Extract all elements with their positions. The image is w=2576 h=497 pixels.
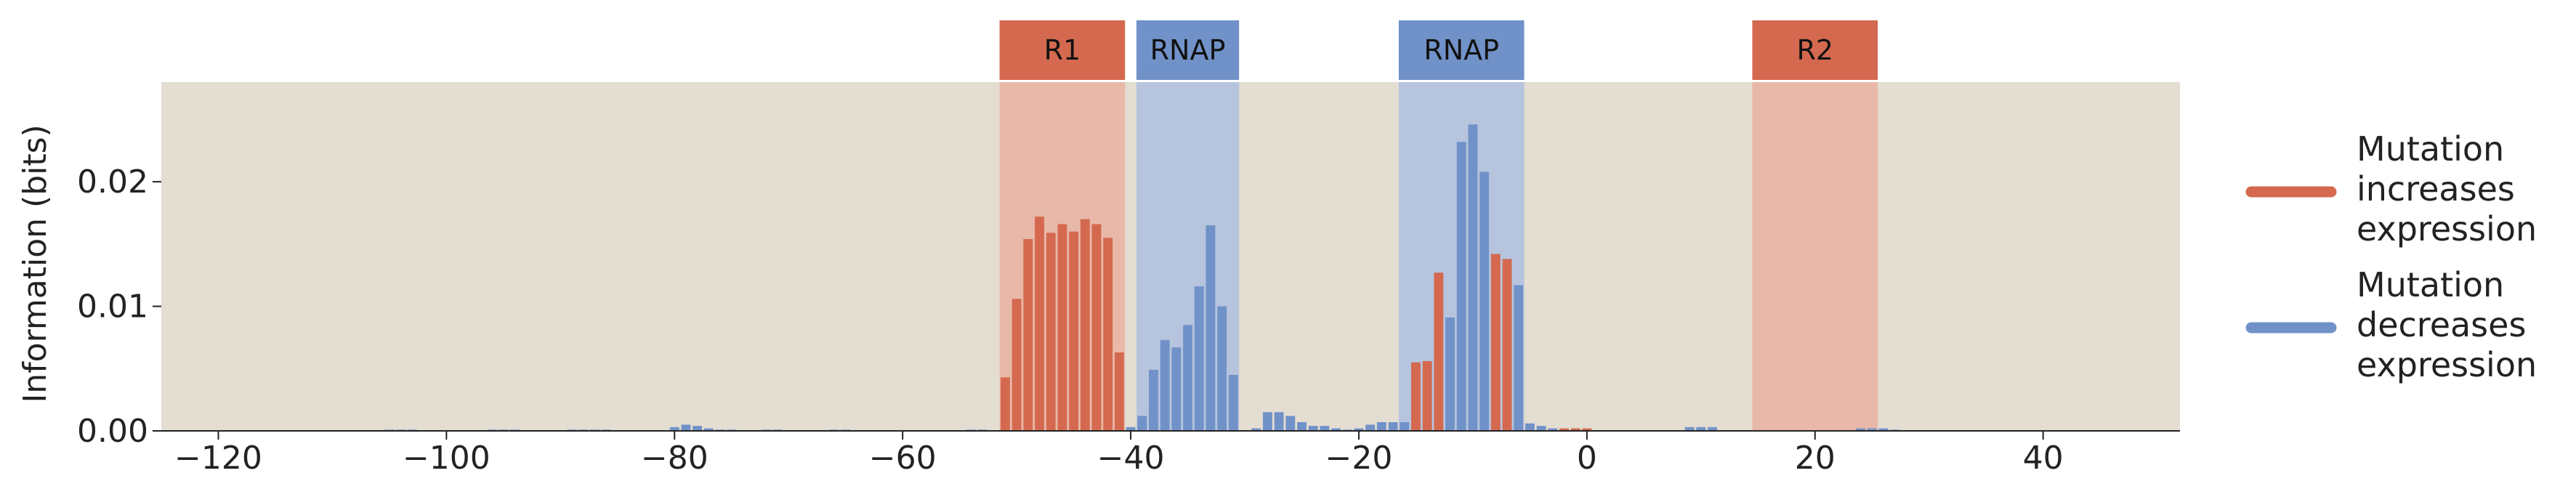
bar-increase--45 [1069,231,1079,431]
region-header-0 [999,20,1126,80]
bar-decrease--6 [1514,285,1524,431]
bar-decrease--27 [1274,412,1284,431]
bar-increase--14 [1422,361,1432,431]
bar-decrease--24 [1308,426,1318,431]
legend-label-1-2: expression [2357,345,2537,384]
bar-decrease--16 [1400,422,1410,431]
bar-decrease--79 [681,424,691,431]
bar-decrease--25 [1297,422,1307,431]
bar-increase--7 [1502,259,1512,431]
bar-decrease--5 [1525,423,1535,431]
bar-increase--51 [1000,377,1010,431]
bar-decrease-26 [1878,428,1889,431]
bar-decrease--22 [1331,428,1341,431]
legend: MutationincreasesexpressionMutationdecre… [2245,129,2537,384]
region-label-1: RNAP [1150,34,1226,66]
bar-decrease--23 [1320,426,1330,431]
x-tick-label-7: 20 [1795,440,1836,477]
bar-decrease--33 [1206,225,1216,431]
bar-increase-0 [1582,428,1592,431]
bar-decrease--11 [1456,142,1466,432]
bar-decrease--39 [1137,416,1147,431]
y-tick-label-1: 0.01 [77,288,148,326]
bar-decrease--3 [1548,428,1558,431]
y-tick-label-0: 0.00 [77,413,148,450]
bar-decrease-25 [1867,428,1877,431]
x-tick-label-4: −40 [1097,440,1165,477]
bar-decrease--19 [1365,424,1376,431]
legend-label-0-1: increases [2357,169,2515,209]
bar-increase--1 [1570,428,1580,431]
bar-decrease--40 [1126,427,1136,431]
bar-decrease--12 [1445,318,1455,431]
bar-increase--8 [1490,254,1501,431]
x-tick-label-1: −100 [403,440,490,477]
bar-decrease--17 [1388,422,1398,431]
region-label-2: RNAP [1424,34,1499,66]
bar-increase--13 [1434,272,1444,431]
bar-decrease--18 [1376,422,1386,431]
bar-increase--47 [1046,233,1056,431]
bar-increase--15 [1411,362,1421,431]
binding-site-labels: R1 RNAP RNAP R2 [999,20,1878,80]
bar-increase--2 [1559,428,1569,431]
bar-increase--48 [1035,217,1044,431]
bar-decrease--20 [1354,428,1364,431]
bar-decrease--36 [1171,347,1182,431]
y-axis-label: Information (bits) [17,124,54,403]
bar-decrease--35 [1183,325,1192,431]
bar-increase--50 [1012,299,1022,431]
bars [384,124,1900,432]
bar-decrease--26 [1285,416,1296,431]
bar-decrease-11 [1708,427,1717,431]
region-label-0: R1 [1044,34,1081,66]
bar-increase--46 [1057,224,1067,431]
bar-increase--42 [1103,238,1113,431]
bar-increase--41 [1114,352,1124,431]
x-tick-label-3: −60 [869,440,937,477]
legend-label-0-2: expression [2357,209,2537,248]
region-3 [1752,82,1878,431]
legend-label-1-0: Mutation [2357,265,2504,304]
x-tick-label-8: 40 [2023,440,2064,477]
region-header-3 [1752,20,1878,80]
bar-decrease--4 [1536,426,1546,431]
bar-decrease--29 [1251,428,1261,431]
y-tick-label-2: 0.02 [77,163,148,201]
bar-decrease--9 [1479,171,1490,431]
bar-decrease-9 [1684,427,1695,431]
bar-increase--44 [1080,219,1090,431]
legend-label-1-1: decreases [2357,305,2526,344]
bar-decrease--37 [1160,339,1170,431]
region-label-3: R2 [1796,34,1833,66]
bar-decrease--78 [693,426,703,431]
bar-decrease--77 [703,428,714,431]
x-axis: −120 −100 −80 −60 −40 −20 0 20 40 [161,430,2180,477]
bar-decrease-10 [1696,427,1706,431]
x-tick-label-5: −20 [1325,440,1393,477]
bar-decrease--10 [1468,124,1478,432]
bar-decrease--80 [669,427,679,431]
x-tick-label-2: −80 [641,440,708,477]
region-header-1 [1136,20,1240,80]
x-tick-label-6: 0 [1577,440,1597,477]
bar-decrease--38 [1149,370,1158,431]
bar-decrease--32 [1217,306,1227,431]
bar-decrease-24 [1856,428,1865,431]
bar-decrease--31 [1228,374,1238,431]
region-header-2 [1398,20,1525,80]
bar-decrease--34 [1194,286,1204,431]
bar-decrease--28 [1262,412,1272,431]
y-axis: Information (bits) 0.00 0.01 0.02 [17,124,161,450]
bar-increase--43 [1091,224,1102,431]
x-tick-label-0: −120 [174,440,262,477]
bar-increase--49 [1023,239,1033,431]
legend-label-0-0: Mutation [2357,129,2504,169]
